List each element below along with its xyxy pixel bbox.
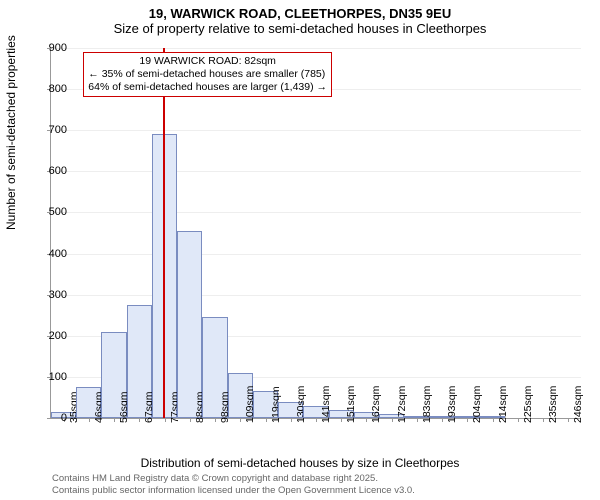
chart-plot-area: 35sqm46sqm56sqm67sqm77sqm88sqm98sqm109sq… <box>50 48 581 419</box>
y-axis-label: Number of semi-detached properties <box>4 35 18 230</box>
annotation-line3: 64% of semi-detached houses are larger (… <box>88 81 327 94</box>
chart-footer: Contains HM Land Registry data © Crown c… <box>52 473 415 496</box>
chart-title-line1: 19, WARWICK ROAD, CLEETHORPES, DN35 9EU <box>0 0 600 21</box>
xtick-mark <box>543 418 544 422</box>
xtick-mark <box>392 418 393 422</box>
xtick-label: 235sqm <box>547 386 559 423</box>
xtick-mark <box>417 418 418 422</box>
ytick-label: 400 <box>49 248 67 260</box>
xtick-mark <box>291 418 292 422</box>
annotation-box: 19 WARWICK ROAD: 82sqm← 35% of semi-deta… <box>83 52 332 97</box>
annotation-line1: 19 WARWICK ROAD: 82sqm <box>88 55 327 68</box>
grid-line <box>51 295 581 296</box>
grid-line <box>51 48 581 49</box>
xtick-mark <box>89 418 90 422</box>
footer-line2: Contains public sector information licen… <box>52 485 415 496</box>
xtick-mark <box>316 418 317 422</box>
ytick-label: 300 <box>49 289 67 301</box>
property-marker-line <box>163 48 165 418</box>
ytick-label: 800 <box>49 83 67 95</box>
xtick-mark <box>114 418 115 422</box>
xtick-mark <box>366 418 367 422</box>
xtick-mark <box>266 418 267 422</box>
xtick-mark <box>215 418 216 422</box>
grid-line <box>51 212 581 213</box>
ytick-mark <box>47 418 51 419</box>
ytick-label: 600 <box>49 165 67 177</box>
xtick-mark <box>139 418 140 422</box>
ytick-label: 500 <box>49 206 67 218</box>
histogram-bar <box>177 231 202 418</box>
xtick-label: 246sqm <box>572 386 584 423</box>
xtick-mark <box>568 418 569 422</box>
xtick-mark <box>190 418 191 422</box>
xtick-mark <box>442 418 443 422</box>
xtick-mark <box>518 418 519 422</box>
annotation-line2: ← 35% of semi-detached houses are smalle… <box>88 68 327 81</box>
xtick-label: 225sqm <box>522 386 534 423</box>
grid-line <box>51 254 581 255</box>
grid-line <box>51 130 581 131</box>
xtick-mark <box>240 418 241 422</box>
xtick-mark <box>341 418 342 422</box>
xtick-label: 214sqm <box>497 386 509 423</box>
xtick-mark <box>467 418 468 422</box>
grid-line <box>51 171 581 172</box>
ytick-label: 0 <box>61 412 67 424</box>
xtick-mark <box>493 418 494 422</box>
x-axis-label: Distribution of semi-detached houses by … <box>0 456 600 470</box>
ytick-label: 100 <box>49 371 67 383</box>
chart-title-line2: Size of property relative to semi-detach… <box>0 21 600 40</box>
xtick-mark <box>165 418 166 422</box>
ytick-label: 900 <box>49 42 67 54</box>
footer-line1: Contains HM Land Registry data © Crown c… <box>52 473 415 484</box>
ytick-label: 700 <box>49 124 67 136</box>
ytick-label: 200 <box>49 330 67 342</box>
